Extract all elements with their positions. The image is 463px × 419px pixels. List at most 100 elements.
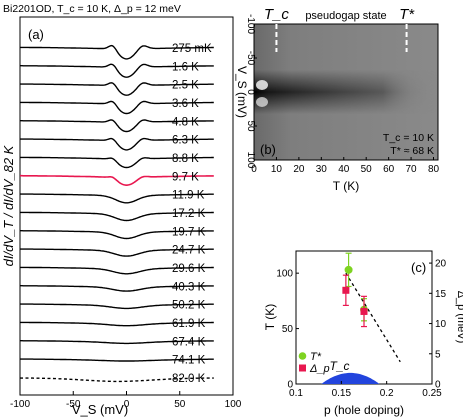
panel-b-x-ticks: 0 10 20 30 40 50 60 70 80 [251, 157, 440, 175]
y-tick-label: 50 [282, 324, 294, 335]
y2-tick-label: 5 [435, 349, 441, 360]
x-tick-label: 100 [225, 399, 242, 410]
x-tick-label: 50 [361, 164, 373, 175]
panel-c-y2label: Δ_p (meV) [455, 291, 463, 344]
panel-b: T_c T* pseudogap state (b) T_c = 10 K T* … [235, 6, 440, 193]
spectrum-temperature-label: 67.4 K [172, 336, 206, 348]
spectrum-temperature-label: 17.2 K [172, 208, 206, 220]
spectrum-temperature-label: 6.3 K [172, 135, 199, 147]
spectrum-temperature-label: 3.6 K [172, 98, 199, 110]
spectrum-temperature-label: 50.2 K [172, 300, 206, 312]
panel-b-annotation-tc: T_c = 10 K [383, 132, 434, 144]
x-tick-label: 0.2 [380, 388, 394, 399]
y-tick-label: 100 [276, 269, 293, 280]
panel-b-coherence-peak-upper [256, 80, 268, 90]
y-tick-label: 0 [287, 380, 293, 391]
panel-c-y2-ticks: 0 5 10 15 20 [429, 259, 447, 391]
panel-b-label: (b) [260, 142, 276, 157]
x-tick-label: 60 [383, 164, 395, 175]
spectrum-line [20, 174, 214, 187]
x-tick-label: -50 [66, 399, 81, 410]
spectrum-temperature-label: 74.1 K [172, 355, 206, 367]
spectrum-line [20, 230, 214, 240]
panel-b-annotation-tstar: T* ≈ 68 K [390, 145, 434, 157]
x-tick-label: 50 [174, 399, 186, 410]
panel-c-xlabel: p (hole doping) [324, 403, 404, 417]
spectrum-line [20, 119, 214, 133]
spectrum-line [20, 340, 214, 345]
spectrum-line [20, 358, 214, 362]
panel-a-xlabel: V_S (mV) [72, 402, 128, 417]
y2-tick-label: 0 [435, 380, 441, 391]
legend-marker [299, 364, 306, 372]
panel-b-y-ticks: -100 -50 0 50 100 [245, 14, 257, 169]
panel-b-coherence-peak-lower [256, 97, 268, 107]
panel-c-legend: T*Δ_p [298, 351, 330, 375]
spectrum-line [20, 137, 214, 151]
data-point [344, 265, 353, 274]
y-tick-label: -50 [245, 51, 256, 66]
y2-tick-label: 20 [435, 259, 447, 270]
panel-b-gap-band [254, 70, 438, 114]
panel-a-label: (a) [28, 27, 44, 42]
y2-tick-label: 10 [435, 319, 447, 330]
spectrum-temperature-label: 1.6 K [172, 61, 199, 73]
spectrum-line [20, 44, 214, 60]
panel-c-tc-dome [321, 372, 380, 384]
spectrum-temperature-label: 61.9 K [172, 318, 206, 330]
x-tick-label: 10 [271, 164, 283, 175]
panel-c: (c) T_c T*Δ_p 0.1 0.15 0.2 0.25 0 50 100 0 5 10… [263, 250, 463, 417]
panel-b-ylabel: V_S (mV) [235, 66, 249, 118]
y-tick-label: 100 [245, 152, 256, 169]
spectrum-line [20, 285, 214, 292]
temperature-marker-label: T_c [264, 6, 290, 23]
spectrum-line [20, 156, 214, 169]
spectrum-temperature-label: 82.0 K [172, 373, 206, 385]
temperature-marker-label: T* [399, 6, 415, 23]
panel-a: Bi2201OD, T_c = 10 K, Δ_p = 12 meV (a) 2… [1, 3, 242, 417]
panel-a-series-labels: 275 mK 1.6 K 2.5 K 3.6 K 4.8 K 6.3 K 8.8 K 9.7 … [172, 43, 212, 385]
data-point [360, 307, 368, 315]
panel-c-y-ticks: 0 50 100 [276, 269, 299, 391]
panel-c-points [342, 252, 368, 328]
x-tick-label: 30 [316, 164, 328, 175]
panel-a-x-ticks: -100 -50 0 50 100 [10, 391, 242, 410]
y-tick-label: -100 [245, 14, 256, 34]
panel-a-curves [20, 44, 214, 383]
x-tick-label: 20 [293, 164, 305, 175]
spectrum-temperature-label: 8.8 K [172, 153, 199, 165]
spectrum-line [20, 193, 214, 204]
spectrum-line [20, 377, 214, 383]
spectrum-line [20, 321, 214, 327]
spectrum-line [20, 63, 214, 78]
panel-c-label: (c) [411, 260, 426, 275]
spectrum-temperature-label: 29.6 K [172, 263, 206, 275]
spectrum-line [20, 303, 214, 310]
x-tick-label: 80 [428, 164, 440, 175]
x-tick-label: -100 [10, 399, 30, 410]
panel-c-trend-line [345, 272, 401, 363]
spectrum-temperature-label: 24.7 K [172, 245, 206, 257]
y2-tick-label: 15 [435, 289, 447, 300]
spectrum-temperature-label: 4.8 K [172, 116, 199, 128]
x-tick-label: 40 [338, 164, 350, 175]
legend-label: Δ_p [309, 363, 330, 375]
x-tick-label: 0 [124, 399, 130, 410]
legend-label: T* [310, 351, 322, 363]
x-tick-label: 0 [251, 164, 257, 175]
spectrum-line [20, 211, 214, 222]
x-tick-label: 0.25 [422, 388, 442, 399]
y-tick-label: 0 [245, 89, 256, 95]
x-tick-label: 70 [406, 164, 418, 175]
spectrum-line [20, 100, 214, 115]
data-point [342, 286, 350, 294]
panel-c-dome-label: T_c [330, 359, 350, 373]
panel-b-xlabel: T (K) [333, 179, 359, 193]
legend-marker [298, 352, 307, 360]
spectrum-line [20, 82, 214, 96]
spectrum-temperature-label: 275 mK [172, 43, 212, 55]
x-tick-label: 0.15 [332, 388, 352, 399]
figure-title: Bi2201OD, T_c = 10 K, Δ_p = 12 meV [3, 3, 181, 15]
spectrum-temperature-label: 19.7 K [172, 226, 206, 238]
